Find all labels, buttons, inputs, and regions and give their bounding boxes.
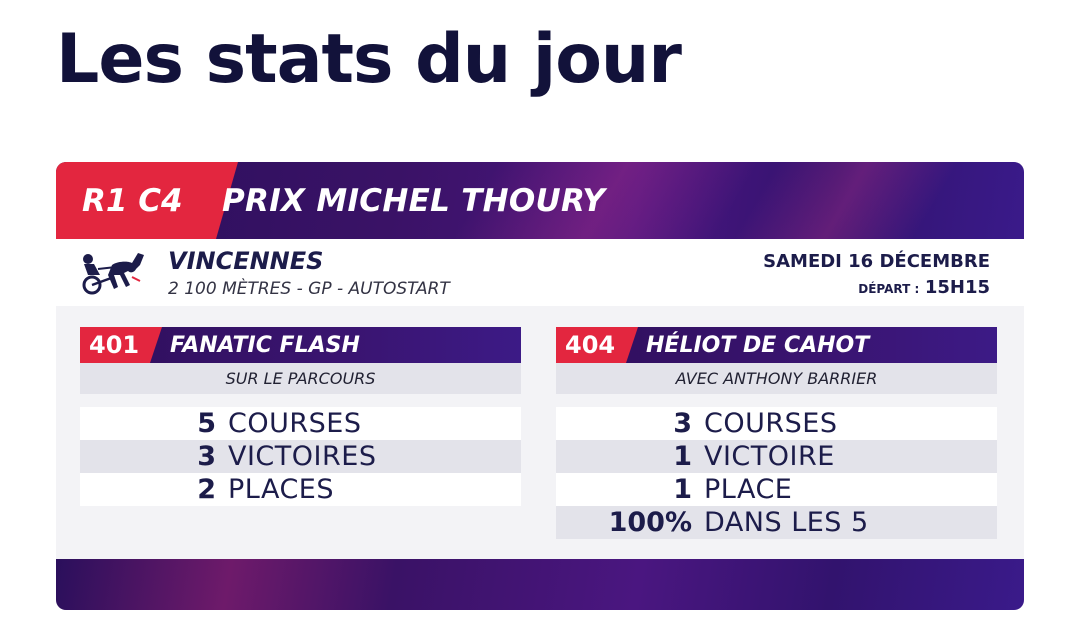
stat-value: 3 (197, 441, 216, 472)
departure-label: DÉPART : (858, 282, 920, 296)
stat-value: 100% (608, 507, 692, 538)
race-date: SAMEDI 16 DÉCEMBRE (763, 251, 990, 272)
horse-bar: 404 HÉLIOT DE CAHOT (556, 327, 997, 363)
race-card: R1 C4 PRIX MICHEL THOURY VINCENNES 2 100… (56, 162, 1024, 610)
horse-bar: 401 FANATIC FLASH (80, 327, 521, 363)
stat-label: DANS LES 5 (704, 507, 869, 538)
horse-number: 401 (80, 327, 162, 363)
stat-label: COURSES (228, 408, 362, 439)
stat-row: 2 PLACES (80, 473, 521, 506)
stat-label: VICTOIRE (704, 441, 835, 472)
stat-row: 3 COURSES (556, 407, 997, 440)
stat-label: PLACE (704, 474, 793, 505)
stat-row: 1 VICTOIRE (556, 440, 997, 473)
venue-name: VINCENNES (168, 247, 324, 275)
stat-label: PLACES (228, 474, 334, 505)
horse-name: FANATIC FLASH (170, 332, 360, 358)
race-name: PRIX MICHEL THOURY (222, 182, 606, 219)
stat-value: 3 (673, 408, 692, 439)
stat-label: COURSES (704, 408, 838, 439)
stat-row: 1 PLACE (556, 473, 997, 506)
stat-value: 1 (673, 441, 692, 472)
race-details: 2 100 MÈTRES - GP - AUTOSTART (168, 279, 450, 299)
card-footer-band (56, 559, 1024, 610)
horse-stat-context: SUR LE PARCOURS (80, 363, 521, 394)
departure-value: 15H15 (924, 277, 990, 298)
race-info: VINCENNES 2 100 MÈTRES - GP - AUTOSTART … (56, 239, 1024, 306)
stat-value: 5 (197, 408, 216, 439)
stat-value: 1 (673, 474, 692, 505)
page-title: Les stats du jour (56, 20, 682, 99)
stat-row: 5 COURSES (80, 407, 521, 440)
horse-panel-404: 404 HÉLIOT DE CAHOT AVEC ANTHONY BARRIER… (556, 327, 997, 539)
stat-row: 100% DANS LES 5 (556, 506, 997, 539)
stat-list: 5 COURSES 3 VICTOIRES 2 PLACES (80, 407, 521, 506)
trotting-sulky-icon (82, 253, 144, 295)
race-header: R1 C4 PRIX MICHEL THOURY (56, 162, 1024, 239)
departure-time: DÉPART : 15H15 (858, 277, 990, 298)
horse-name: HÉLIOT DE CAHOT (646, 332, 870, 358)
stat-list: 3 COURSES 1 VICTOIRE 1 PLACE 100% DANS L… (556, 407, 997, 539)
race-code: R1 C4 (56, 162, 238, 239)
stat-value: 2 (197, 474, 216, 505)
horse-panel-401: 401 FANATIC FLASH SUR LE PARCOURS 5 COUR… (80, 327, 521, 506)
stat-row: 3 VICTOIRES (80, 440, 521, 473)
horse-stat-context: AVEC ANTHONY BARRIER (556, 363, 997, 394)
horse-number: 404 (556, 327, 638, 363)
stat-label: VICTOIRES (228, 441, 377, 472)
